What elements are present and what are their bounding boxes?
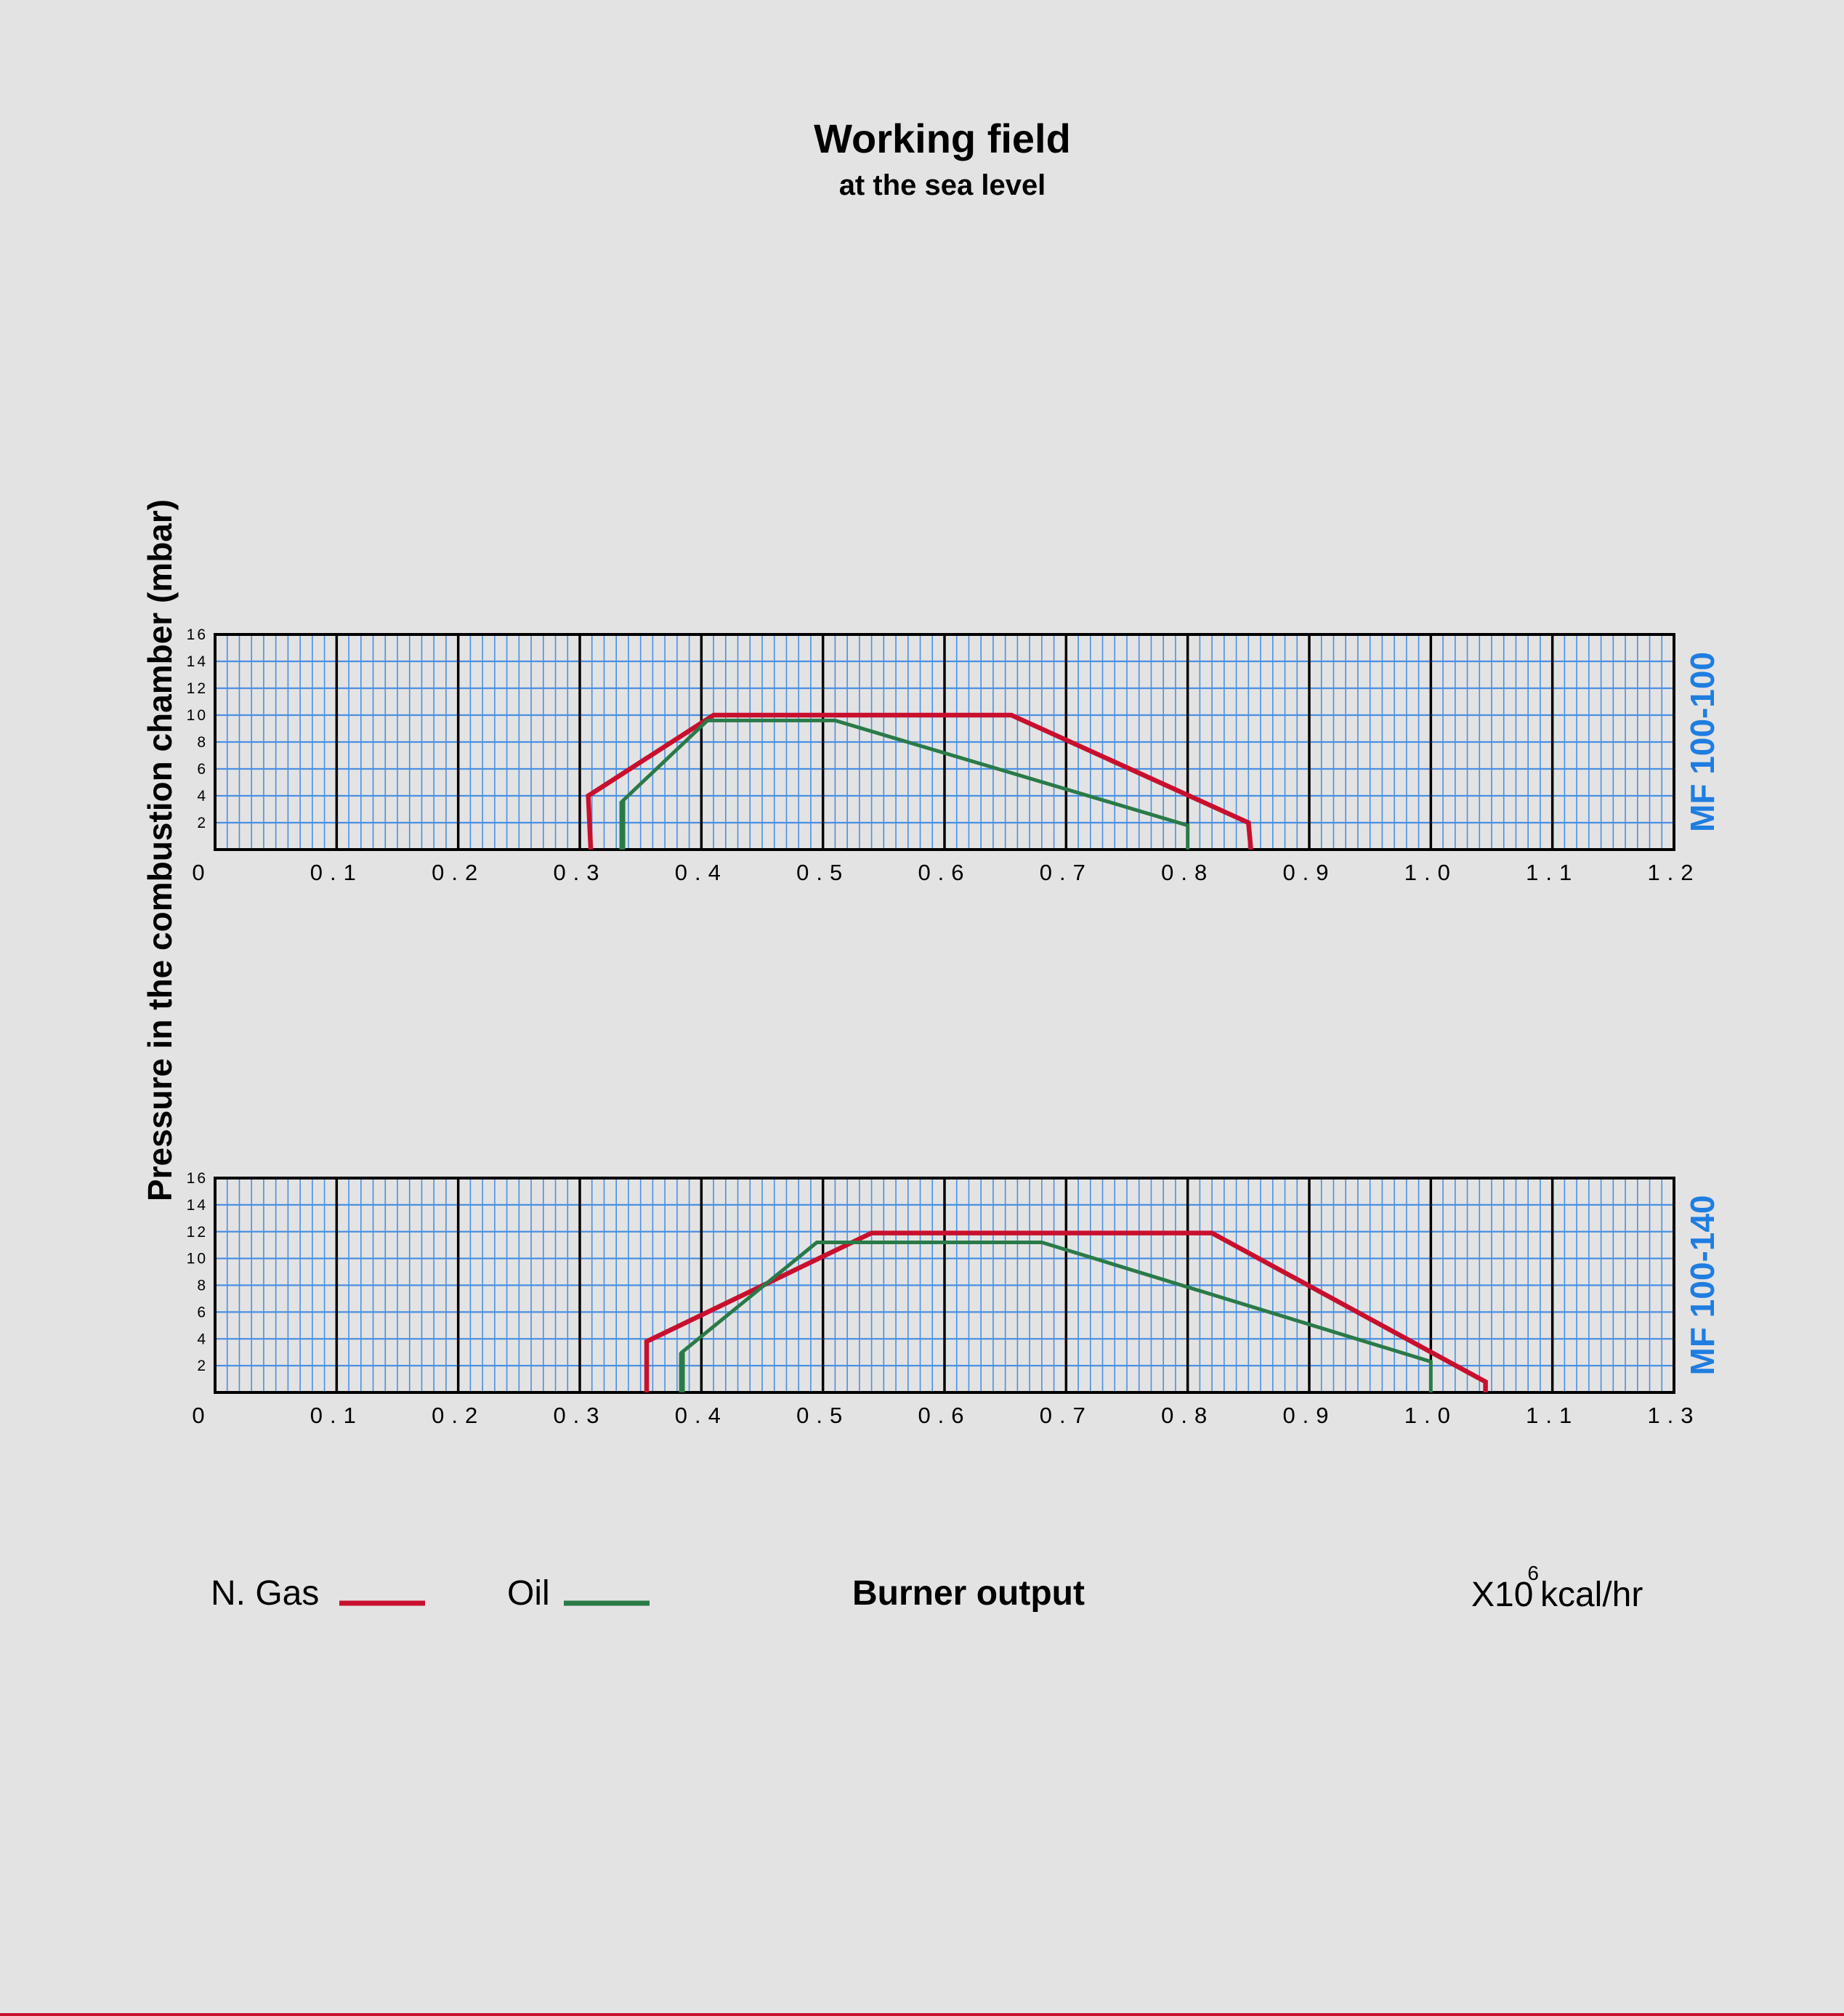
x-tick-label: 0.7 (1040, 860, 1093, 885)
x-tick-label: 0.8 (1161, 860, 1214, 885)
y-tick-label: 6 (197, 1304, 208, 1321)
x-tick-label: 0.1 (310, 1403, 363, 1428)
x-tick-label: 0.1 (310, 860, 363, 885)
y-tick-label: 10 (187, 1251, 208, 1267)
chart-panel-2: 0 0.1 0.2 0.3 0.4 0.5 0.6 0.7 0.8 0.9 1.0 1.1 1.3 2 4 6… (187, 1170, 1721, 1428)
y-tick-label: 4 (197, 788, 208, 805)
chart-title: Working field (814, 116, 1071, 161)
x-tick-label: 0.4 (675, 1403, 728, 1428)
x-tick-label: 1.2 (1647, 860, 1700, 885)
major-grid (335, 634, 1554, 850)
units-prefix: X10 (1471, 1576, 1533, 1614)
x-tick-label: 0.5 (796, 1403, 849, 1428)
legend-oil-label: Oil (507, 1574, 550, 1613)
x-tick-label: 0.7 (1040, 1403, 1093, 1428)
charts-group: 0 0.1 0.2 0.3 0.4 0.5 0.6 0.7 0.8 0.9 1.0 1.1 1.2 2 4 6… (187, 626, 1721, 1428)
y-tick-label: 2 (197, 815, 208, 831)
x-tick-label: 0.9 (1282, 860, 1335, 885)
y-tick-label: 10 (187, 707, 208, 724)
y-tick-label: 2 (197, 1358, 208, 1374)
series-line-oil (680, 1241, 1433, 1392)
x-tick-label: 0.2 (432, 1403, 485, 1428)
x-tick-label: 0 (192, 1403, 211, 1428)
y-tick-label: 8 (197, 734, 208, 751)
chart-panel-1: 0 0.1 0.2 0.3 0.4 0.5 0.6 0.7 0.8 0.9 1.0 1.1 1.2 2 4 6… (187, 626, 1721, 885)
x-axis-label: Burner output (852, 1574, 1085, 1613)
x-tick-label: 0 (192, 860, 211, 885)
y-tick-label: 14 (187, 1197, 208, 1214)
y-axis-label: Pressure in the combustion chamber (mbar… (141, 499, 179, 1201)
x-tick-label: 0.3 (553, 860, 606, 885)
y-tick-label: 14 (187, 653, 208, 670)
plot-frame (214, 633, 1675, 851)
legend: N. Gas Oil Burner output X106kcal/hr (211, 1562, 1643, 1614)
x-tick-label: 0.3 (553, 1403, 606, 1428)
x-tick-label: 0.4 (675, 860, 728, 885)
x-tick-label: 0.5 (796, 860, 849, 885)
x-tick-label: 1.3 (1647, 1403, 1700, 1428)
series-label: MF 100-100 (1683, 652, 1721, 832)
plot-frame (214, 1177, 1675, 1394)
series-label: MF 100-140 (1683, 1195, 1721, 1375)
x-tick-label: 1.0 (1404, 1403, 1457, 1428)
y-tick-label: 6 (197, 761, 208, 778)
x-tick-label: 1.1 (1526, 1403, 1579, 1428)
series-line-gas (586, 712, 1253, 850)
units-exponent: 6 (1527, 1562, 1539, 1584)
y-tick-label: 12 (187, 680, 208, 697)
x-tick-label: 0.6 (918, 860, 971, 885)
x-tick-label: 0.6 (918, 1403, 971, 1428)
chart-subtitle: at the sea level (839, 169, 1046, 201)
y-tick-label: 16 (187, 1170, 208, 1187)
y-tick-label: 8 (197, 1278, 208, 1294)
x-tick-label: 0.2 (432, 860, 485, 885)
y-tick-label: 16 (187, 626, 208, 643)
x-tick-label: 1.1 (1526, 860, 1579, 885)
x-tick-label: 1.0 (1404, 860, 1457, 885)
y-tick-label: 4 (197, 1331, 208, 1347)
legend-gas-label: N. Gas (211, 1574, 319, 1613)
series-line-gas (644, 1230, 1488, 1392)
units-label: X106kcal/hr (1471, 1562, 1643, 1614)
x-tick-label: 0.9 (1282, 1403, 1335, 1428)
x-tick-label: 0.8 (1161, 1403, 1214, 1428)
y-tick-label: 12 (187, 1224, 208, 1241)
units-suffix: kcal/hr (1540, 1576, 1643, 1614)
